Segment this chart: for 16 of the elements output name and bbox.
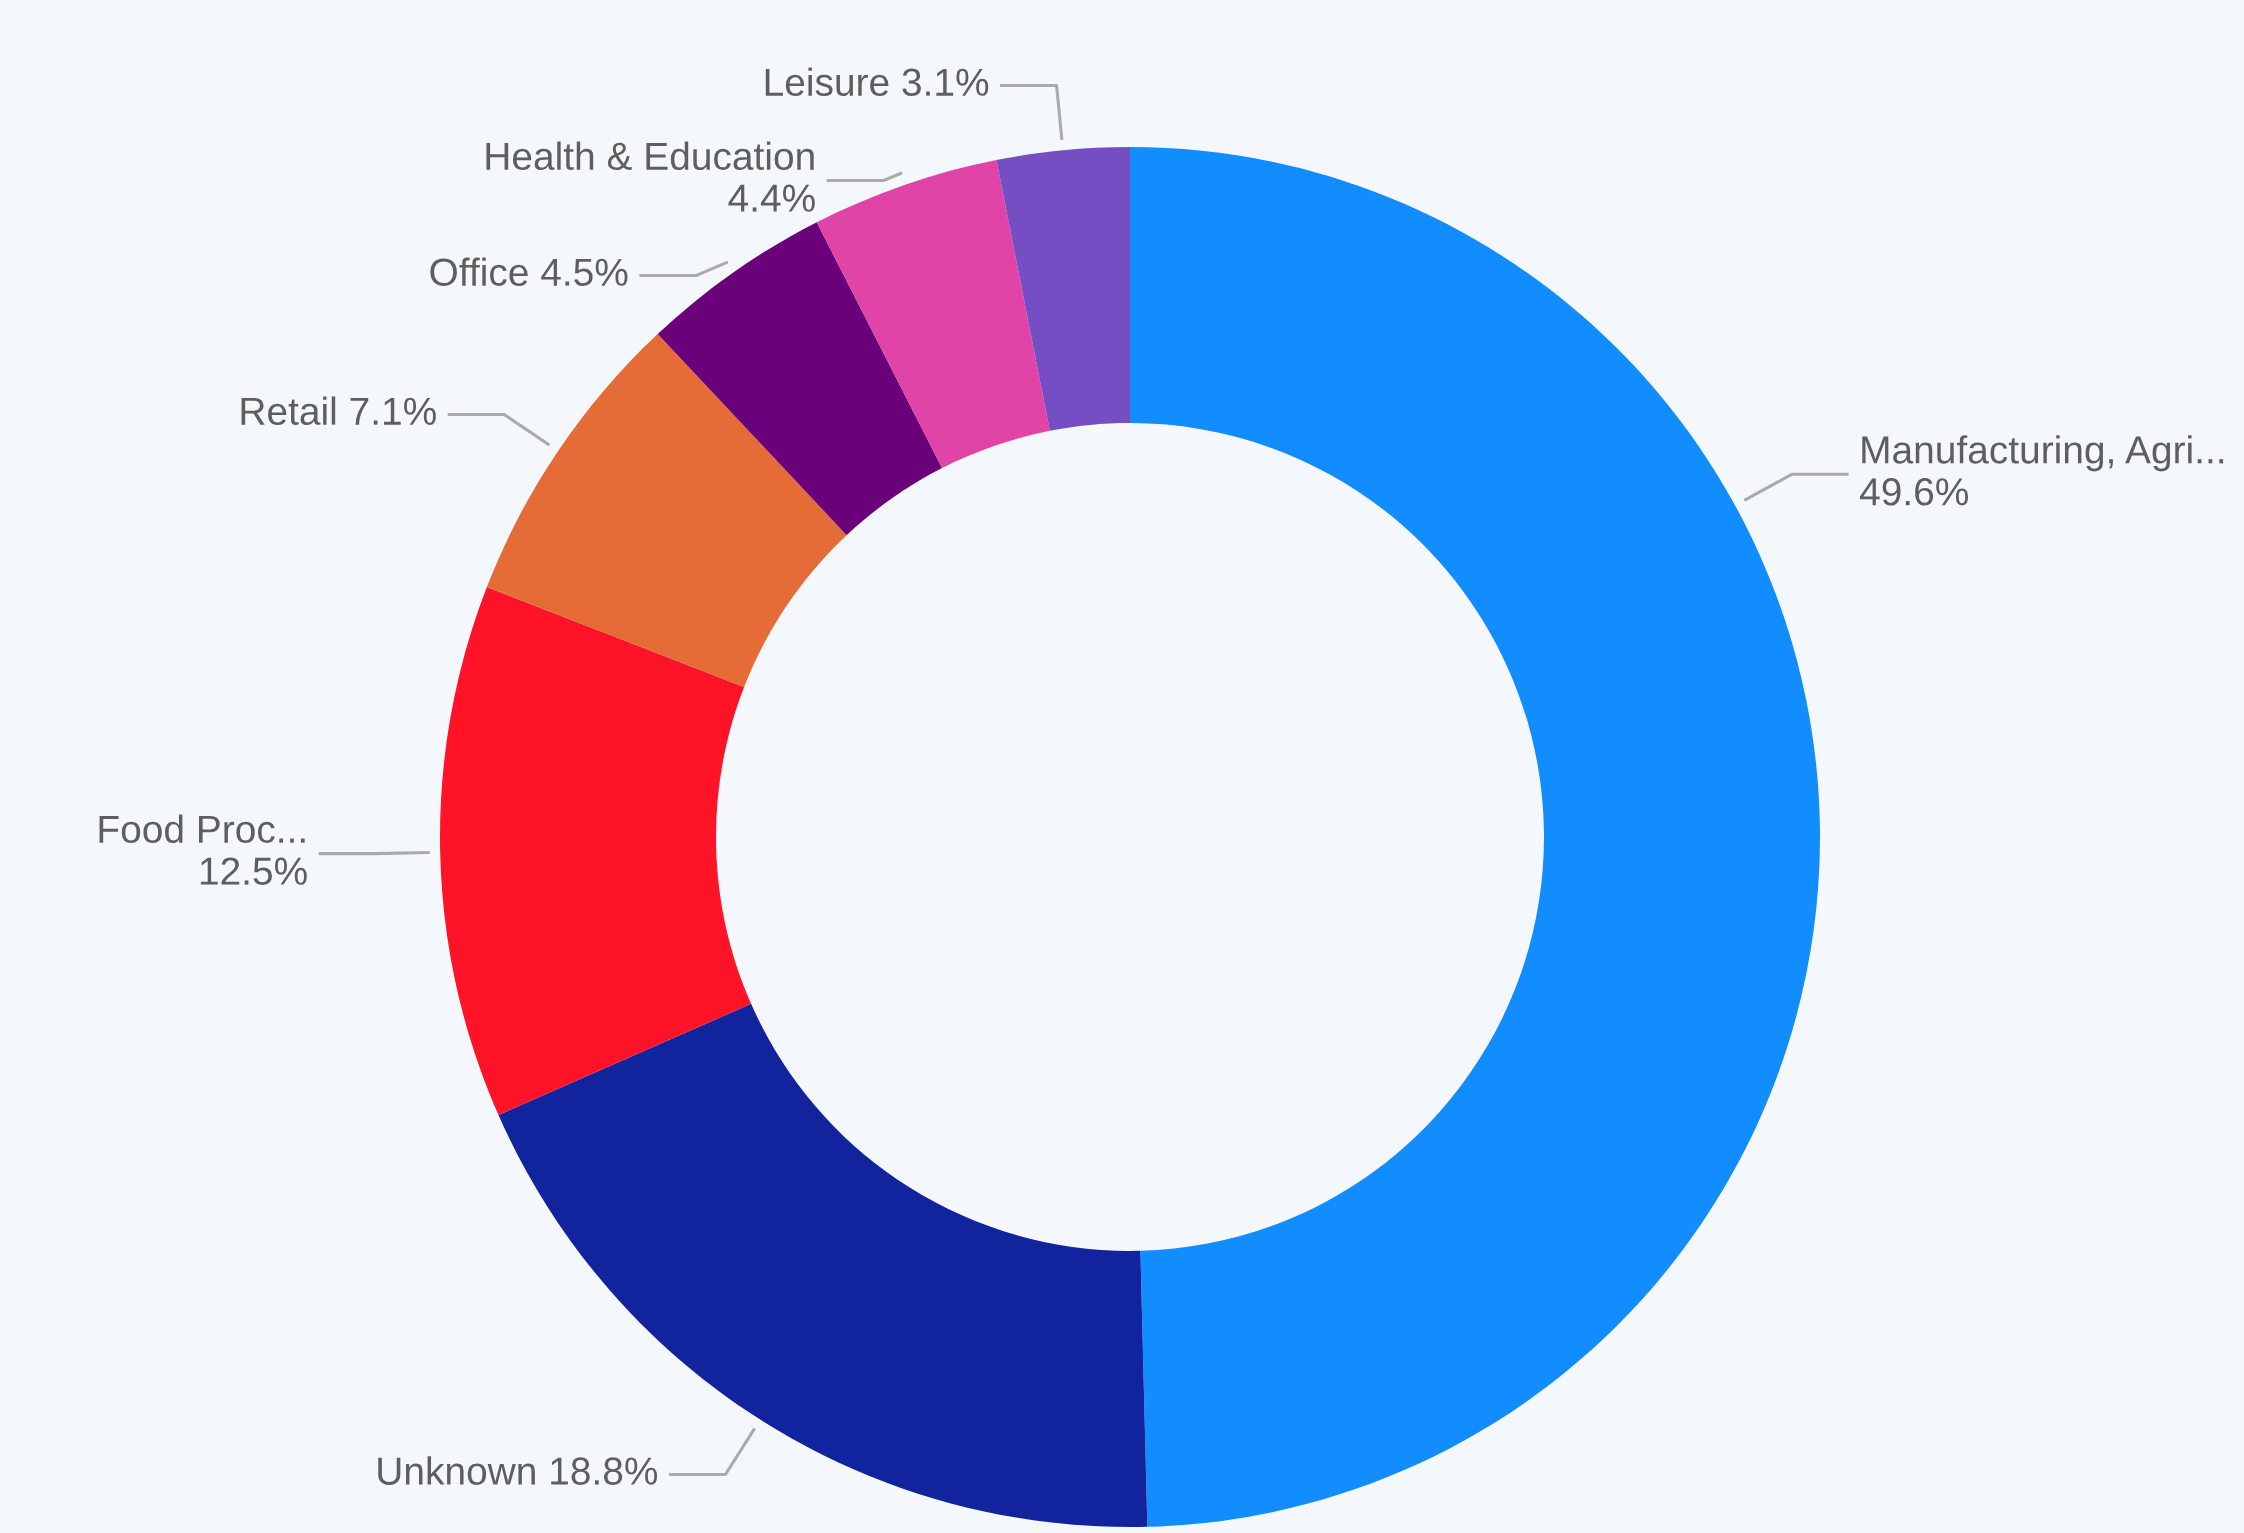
donut-slice	[486, 334, 847, 688]
slice-label: Unknown 18.8%	[378, 1456, 658, 1485]
slice-label: Manufacturing, Agri...	[1862, 435, 2224, 472]
donut-slice	[996, 147, 1130, 431]
slice-label: Office 4.5%	[430, 257, 628, 287]
donut-slice	[657, 222, 943, 536]
slice-label: Leisure 3.1%	[765, 67, 989, 97]
donut-slice	[440, 587, 752, 1116]
donut-slice	[816, 160, 1050, 469]
slice-label: Retail 7.1%	[241, 396, 436, 426]
data-label: 12.5%	[200, 857, 307, 885]
data-label: 4.4%	[728, 184, 815, 212]
slice-label: Health & Education	[486, 141, 814, 171]
donut-slice	[1130, 147, 1820, 1527]
slice-label: Food Proc...	[99, 814, 305, 844]
data-label: 49.6%	[1860, 478, 1968, 506]
